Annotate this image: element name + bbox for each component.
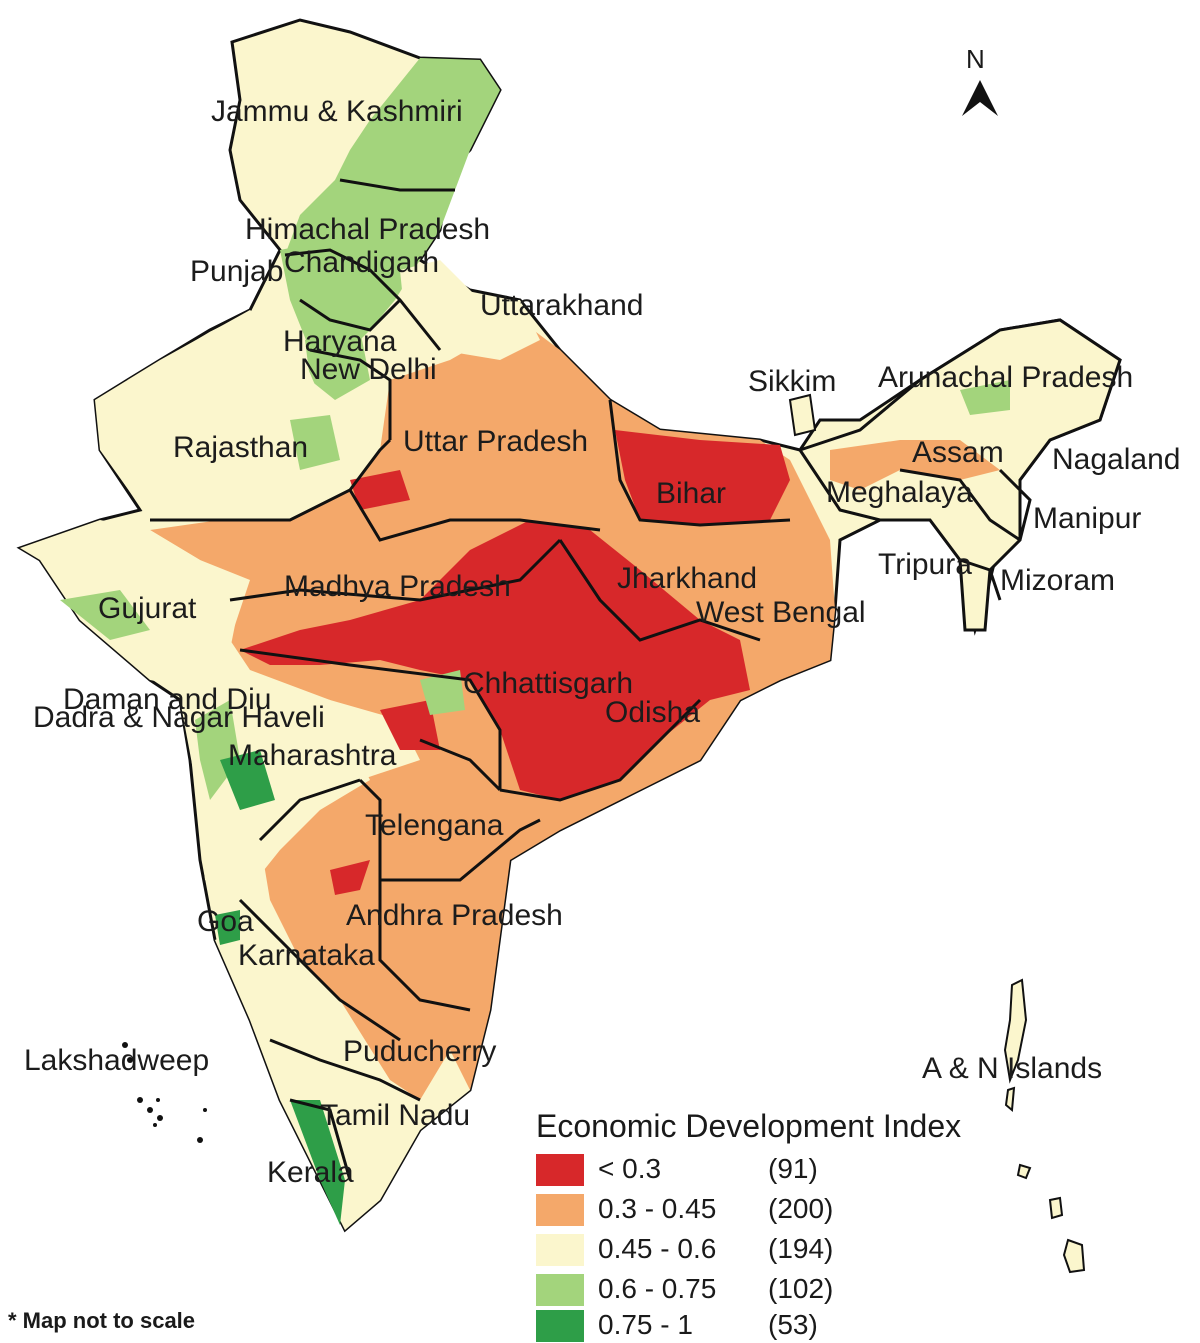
region-kerala-green [290,1100,345,1225]
label-haryana: Haryana [283,325,397,358]
label-tamil-nadu: Tamil Nadu [320,1099,471,1132]
label-west-bengal: West Bengal [696,596,866,629]
label-punjab: Punjab [190,255,284,288]
legend-count: (91) [768,1153,818,1184]
label-daman-diu: Daman and Diu [63,683,272,716]
region-arunachal-green [960,380,1010,415]
label-dadra-nagar-haveli: Dadra & Nagar Haveli [33,701,325,734]
state-boundaries [150,178,1032,1181]
region-mp-red-west [350,470,410,510]
region-goa-green [215,910,240,945]
label-madhya-pradesh: Madhya Pradesh [284,570,511,603]
label-jharkhand: Jharkhand [617,562,758,595]
legend: Economic Development Index < 0.3 (91) 0.… [536,1108,1006,1343]
legend-count: (102) [768,1273,834,1304]
region-uttarakhand-light [400,260,540,360]
legend-item: 0.3 - 0.45 (200) [536,1192,1006,1228]
label-assam: Assam [912,436,1004,469]
legend-swatch [536,1310,584,1342]
label-new-delhi: New Delhi [300,353,437,386]
legend-range: 0.45 - 0.6 [598,1233,717,1264]
region-assam-orange [830,440,1000,490]
label-lakshadweep: Lakshadweep [24,1044,210,1077]
region-haryana-green [305,330,370,400]
region-west-light [95,310,330,520]
label-sikkim: Sikkim [748,365,837,398]
legend-item: 0.75 - 1 (53) [536,1308,1006,1343]
label-uttarakhand: Uttarakhand [480,289,644,322]
label-puducherry: Puducherry [343,1035,497,1068]
region-telangana-red [330,860,370,895]
legend-count: (194) [768,1233,834,1264]
legend-count: (200) [768,1193,834,1224]
legend-range: 0.75 - 1 [598,1309,693,1340]
footnote: * Map not to scale [8,1308,196,1333]
region-maha-red [380,700,440,750]
label-telengana: Telengana [365,809,504,842]
north-arrow-icon [962,80,998,116]
legend-title: Economic Development Index [536,1108,962,1144]
label-arunachal-pradesh: Arunachal Pradesh [878,361,1134,394]
legend-range: < 0.3 [598,1153,662,1184]
label-rajasthan: Rajasthan [173,431,309,464]
region-bihar-red [615,430,790,525]
region-maharashtra-dark [220,750,275,810]
label-andhra-pradesh: Andhra Pradesh [346,899,563,932]
region-sikkim [788,393,817,437]
label-meghalaya: Meghalaya [826,476,973,509]
region-central-red [240,520,750,800]
legend-item: 0.6 - 0.75 (102) [536,1272,1006,1308]
label-bihar: Bihar [656,477,727,510]
region-rajasthan-green [290,415,340,470]
label-odisha: Odisha [605,696,701,729]
label-karnataka: Karnataka [238,939,375,972]
region-chhattisgarh-green [420,670,465,715]
label-mizoram: Mizoram [1000,564,1116,597]
legend-range: 0.3 - 0.45 [598,1193,717,1224]
region-south-light [215,920,470,1230]
label-goa: Goa [197,905,254,938]
label-gujurat: Gujurat [98,592,197,625]
region-gujarat-green [60,590,150,640]
label-chhattisgarh: Chhattisgarh [463,667,634,700]
label-chandigarh: Chandigarh [284,246,440,279]
north-label: N [966,44,985,74]
label-kerala: Kerala [267,1156,354,1189]
label-manipur: Manipur [1033,502,1142,535]
legend-swatch [536,1194,584,1226]
label-himachal-pradesh: Himachal Pradesh [245,213,491,246]
region-punjab-green [280,240,370,360]
andaman-nicobar-islands [1003,978,1086,1274]
legend-range: 0.6 - 0.75 [598,1273,717,1304]
label-nagaland: Nagaland [1052,443,1181,476]
legend-swatch [536,1234,584,1266]
legend-count: (53) [768,1309,818,1340]
label-jammu-kashmir: Jammu & Kashmiri [211,95,463,128]
legend-item: < 0.3 (91) [536,1152,1006,1188]
label-uttar-pradesh: Uttar Pradesh [403,425,589,458]
legend-swatch [536,1154,584,1186]
legend-swatch [536,1274,584,1306]
legend-item: 0.45 - 0.6 (194) [536,1232,1006,1268]
label-an-islands: A & N Islands [922,1052,1103,1085]
north-arrow: N [958,44,1002,124]
lakshadweep-islands [122,1042,207,1143]
label-tripura: Tripura [878,548,972,581]
label-maharashtra: Maharashtra [228,739,397,772]
